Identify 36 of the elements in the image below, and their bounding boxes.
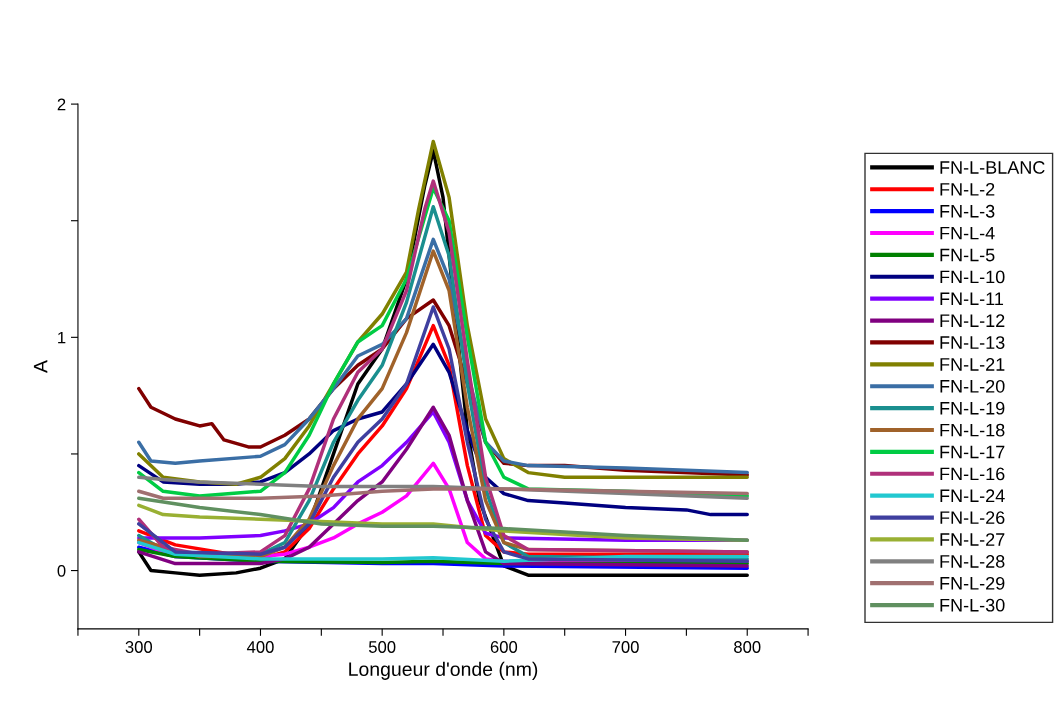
line-series [137,405,749,568]
legend-label: FN-L-13 [940,336,1005,349]
x-tick-label: 500 [368,641,396,653]
legend-label: FN-L-16 [940,467,1005,481]
legend-label: FN-L-20 [940,379,1005,393]
legend-label: FN-L-BLANC [940,161,1045,174]
legend-label: FN-L-28 [940,555,1005,568]
legend-label: FN-L-27 [940,533,1005,546]
legend-label: FN-L-29 [940,576,1005,590]
legend-label: FN-L-18 [940,423,1005,437]
y-tick-label: 2 [57,98,66,111]
legend-label: FN-L-30 [940,598,1005,612]
legend-label: FN-L-2 [940,182,995,196]
line-series [137,496,749,542]
legend-label: FN-L-5 [940,248,995,262]
legend-label: FN-L-19 [940,401,1005,415]
x-tick-label: 700 [612,641,639,653]
x-tick-label: 800 [734,641,761,653]
legend-label: FN-L-10 [940,270,1005,284]
line-series [137,487,749,500]
legend-label: FN-L-21 [940,358,1005,371]
x-axis-title: Longueur d'onde (nm) [349,661,538,680]
legend-label: FN-L-11 [940,292,1004,305]
legend-label: FN-L-4 [940,226,995,240]
y-axis-title: A [33,360,48,373]
legend-label: FN-L-26 [940,511,1005,525]
x-tick-label: 600 [490,641,518,653]
legend-label: FN-L-24 [940,489,1005,502]
x-tick-label: 400 [246,641,274,653]
x-tick-label: 300 [125,641,153,653]
legend-label: FN-L-3 [940,204,995,218]
y-tick-label: 1 [58,331,66,344]
legend-label: FN-L-17 [940,445,1005,459]
legend-label: FN-L-12 [940,314,1005,327]
line-series [137,540,749,563]
y-tick-label: 0 [57,564,66,577]
